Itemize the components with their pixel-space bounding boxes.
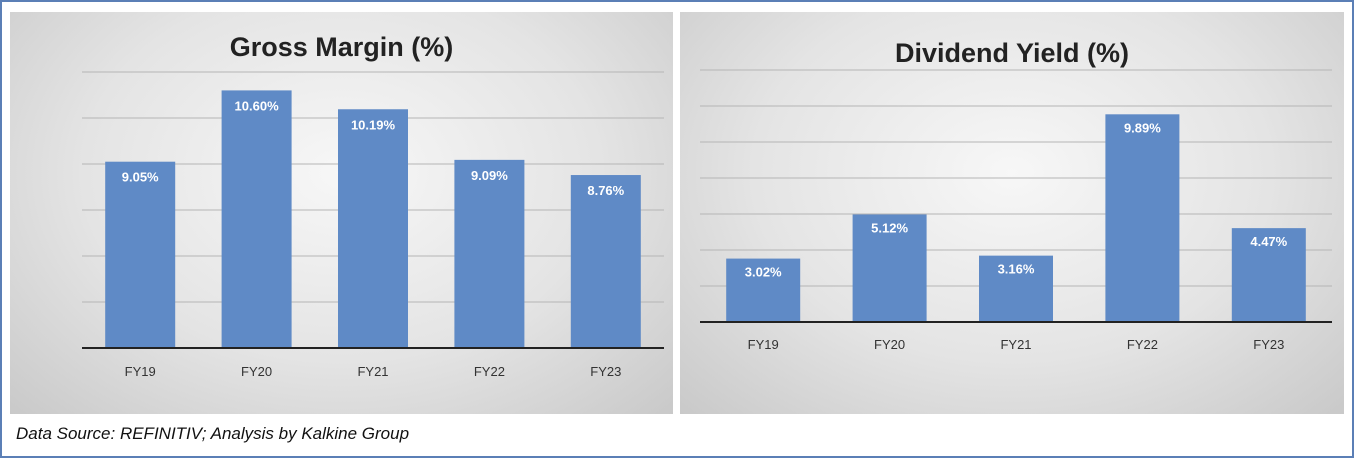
gm-bar-fy19: [105, 161, 176, 348]
dy-tick-label: FY20: [874, 337, 905, 352]
dy-data-label: 9.89%: [1124, 120, 1161, 135]
gm-bar-fy20: [221, 90, 292, 349]
gm-bar-fy23: [570, 175, 641, 348]
gm-data-label: 9.05%: [122, 170, 159, 185]
dy-data-label: 5.12%: [871, 220, 908, 235]
gross-margin-panel: Gross Margin (%) 9.05% FY19 10.60% FY20 10.1…: [10, 12, 673, 414]
gm-tick-label: FY19: [125, 364, 156, 379]
gm-bar-fy22: [454, 159, 525, 348]
dy-bar-fy20: [852, 214, 927, 322]
gm-tick-label: FY22: [474, 364, 505, 379]
dy-data-label: 4.47%: [1250, 234, 1287, 249]
dy-data-label: 3.16%: [998, 262, 1035, 277]
gm-tick-label: FY21: [357, 364, 388, 379]
dy-tick-label: FY22: [1127, 337, 1158, 352]
dy-bar-fy19: [726, 258, 801, 322]
dy-tick-label: FY23: [1253, 337, 1284, 352]
dy-bar-fy21: [979, 255, 1053, 322]
dy-tick-label: FY21: [1000, 337, 1031, 352]
gross-margin-title: Gross Margin (%): [229, 32, 454, 62]
gm-data-label: 10.60%: [235, 98, 280, 113]
gm-data-label: 8.76%: [587, 183, 624, 198]
data-source-note: Data Source: REFINITIV; Analysis by Kalk…: [16, 424, 410, 443]
dividend-yield-chart: 3.02% FY19 5.12% FY20 3.16% FY21 9.89% FY22 4.47…: [700, 69, 1332, 352]
dy-bar-fy23: [1231, 228, 1306, 322]
dividend-yield-panel: Dividend Yield (%) 3.02% FY19 5.12% FY20 3.1…: [680, 12, 1344, 414]
dividend-yield-title: Dividend Yield (%): [894, 38, 1130, 68]
dy-tick-label: FY19: [748, 337, 779, 352]
gm-tick-label: FY20: [241, 364, 272, 379]
gross-margin-chart: 9.05% FY19 10.60% FY20 10.19% FY21 9.09% FY22 8.…: [82, 71, 664, 379]
gm-tick-label: FY23: [590, 364, 621, 379]
dy-data-label: 3.02%: [745, 265, 782, 280]
gm-bar-fy21: [338, 109, 408, 348]
dy-bar-fy22: [1105, 114, 1180, 322]
gm-data-label: 9.09%: [471, 168, 508, 183]
gm-data-label: 10.19%: [351, 117, 396, 132]
